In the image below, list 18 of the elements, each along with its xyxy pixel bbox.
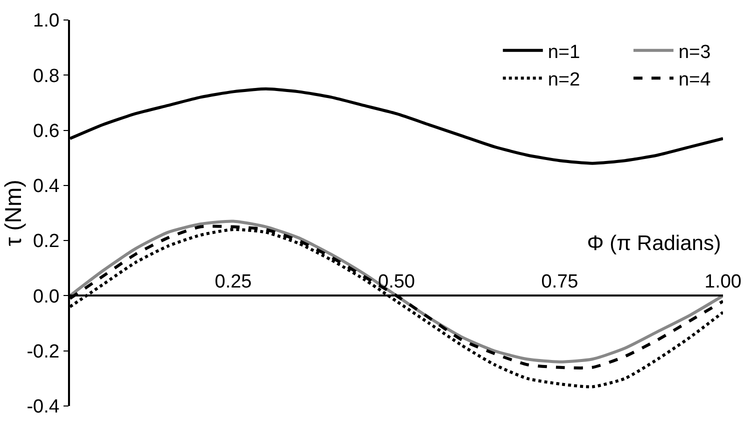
legend-label: n=1 xyxy=(548,42,580,63)
y-tick-label: -0.2 xyxy=(26,342,60,363)
y-tick-label: 0.8 xyxy=(33,66,60,87)
legend-label: n=2 xyxy=(548,70,580,91)
x-tick-label: 0.50 xyxy=(378,271,415,292)
x-tick-label: 1.00 xyxy=(704,271,742,292)
x-tick-label: 0.25 xyxy=(214,271,252,292)
y-tick-label: 0.4 xyxy=(33,176,60,198)
legend-label: n=4 xyxy=(678,70,712,91)
y-tick-label: 0.0 xyxy=(33,286,60,308)
x-tick-label: 0.75 xyxy=(541,271,578,292)
y-axis-title: τ (Nm) xyxy=(0,180,26,246)
y-tick-label: 0.6 xyxy=(33,120,60,142)
y-tick-label: 0.2 xyxy=(33,231,60,252)
y-tick-label: 1.0 xyxy=(33,10,60,32)
legend-label: n=3 xyxy=(678,42,711,63)
x-axis-title: Φ (π Radians) xyxy=(587,232,721,255)
y-tick-label: -0.4 xyxy=(26,396,60,418)
